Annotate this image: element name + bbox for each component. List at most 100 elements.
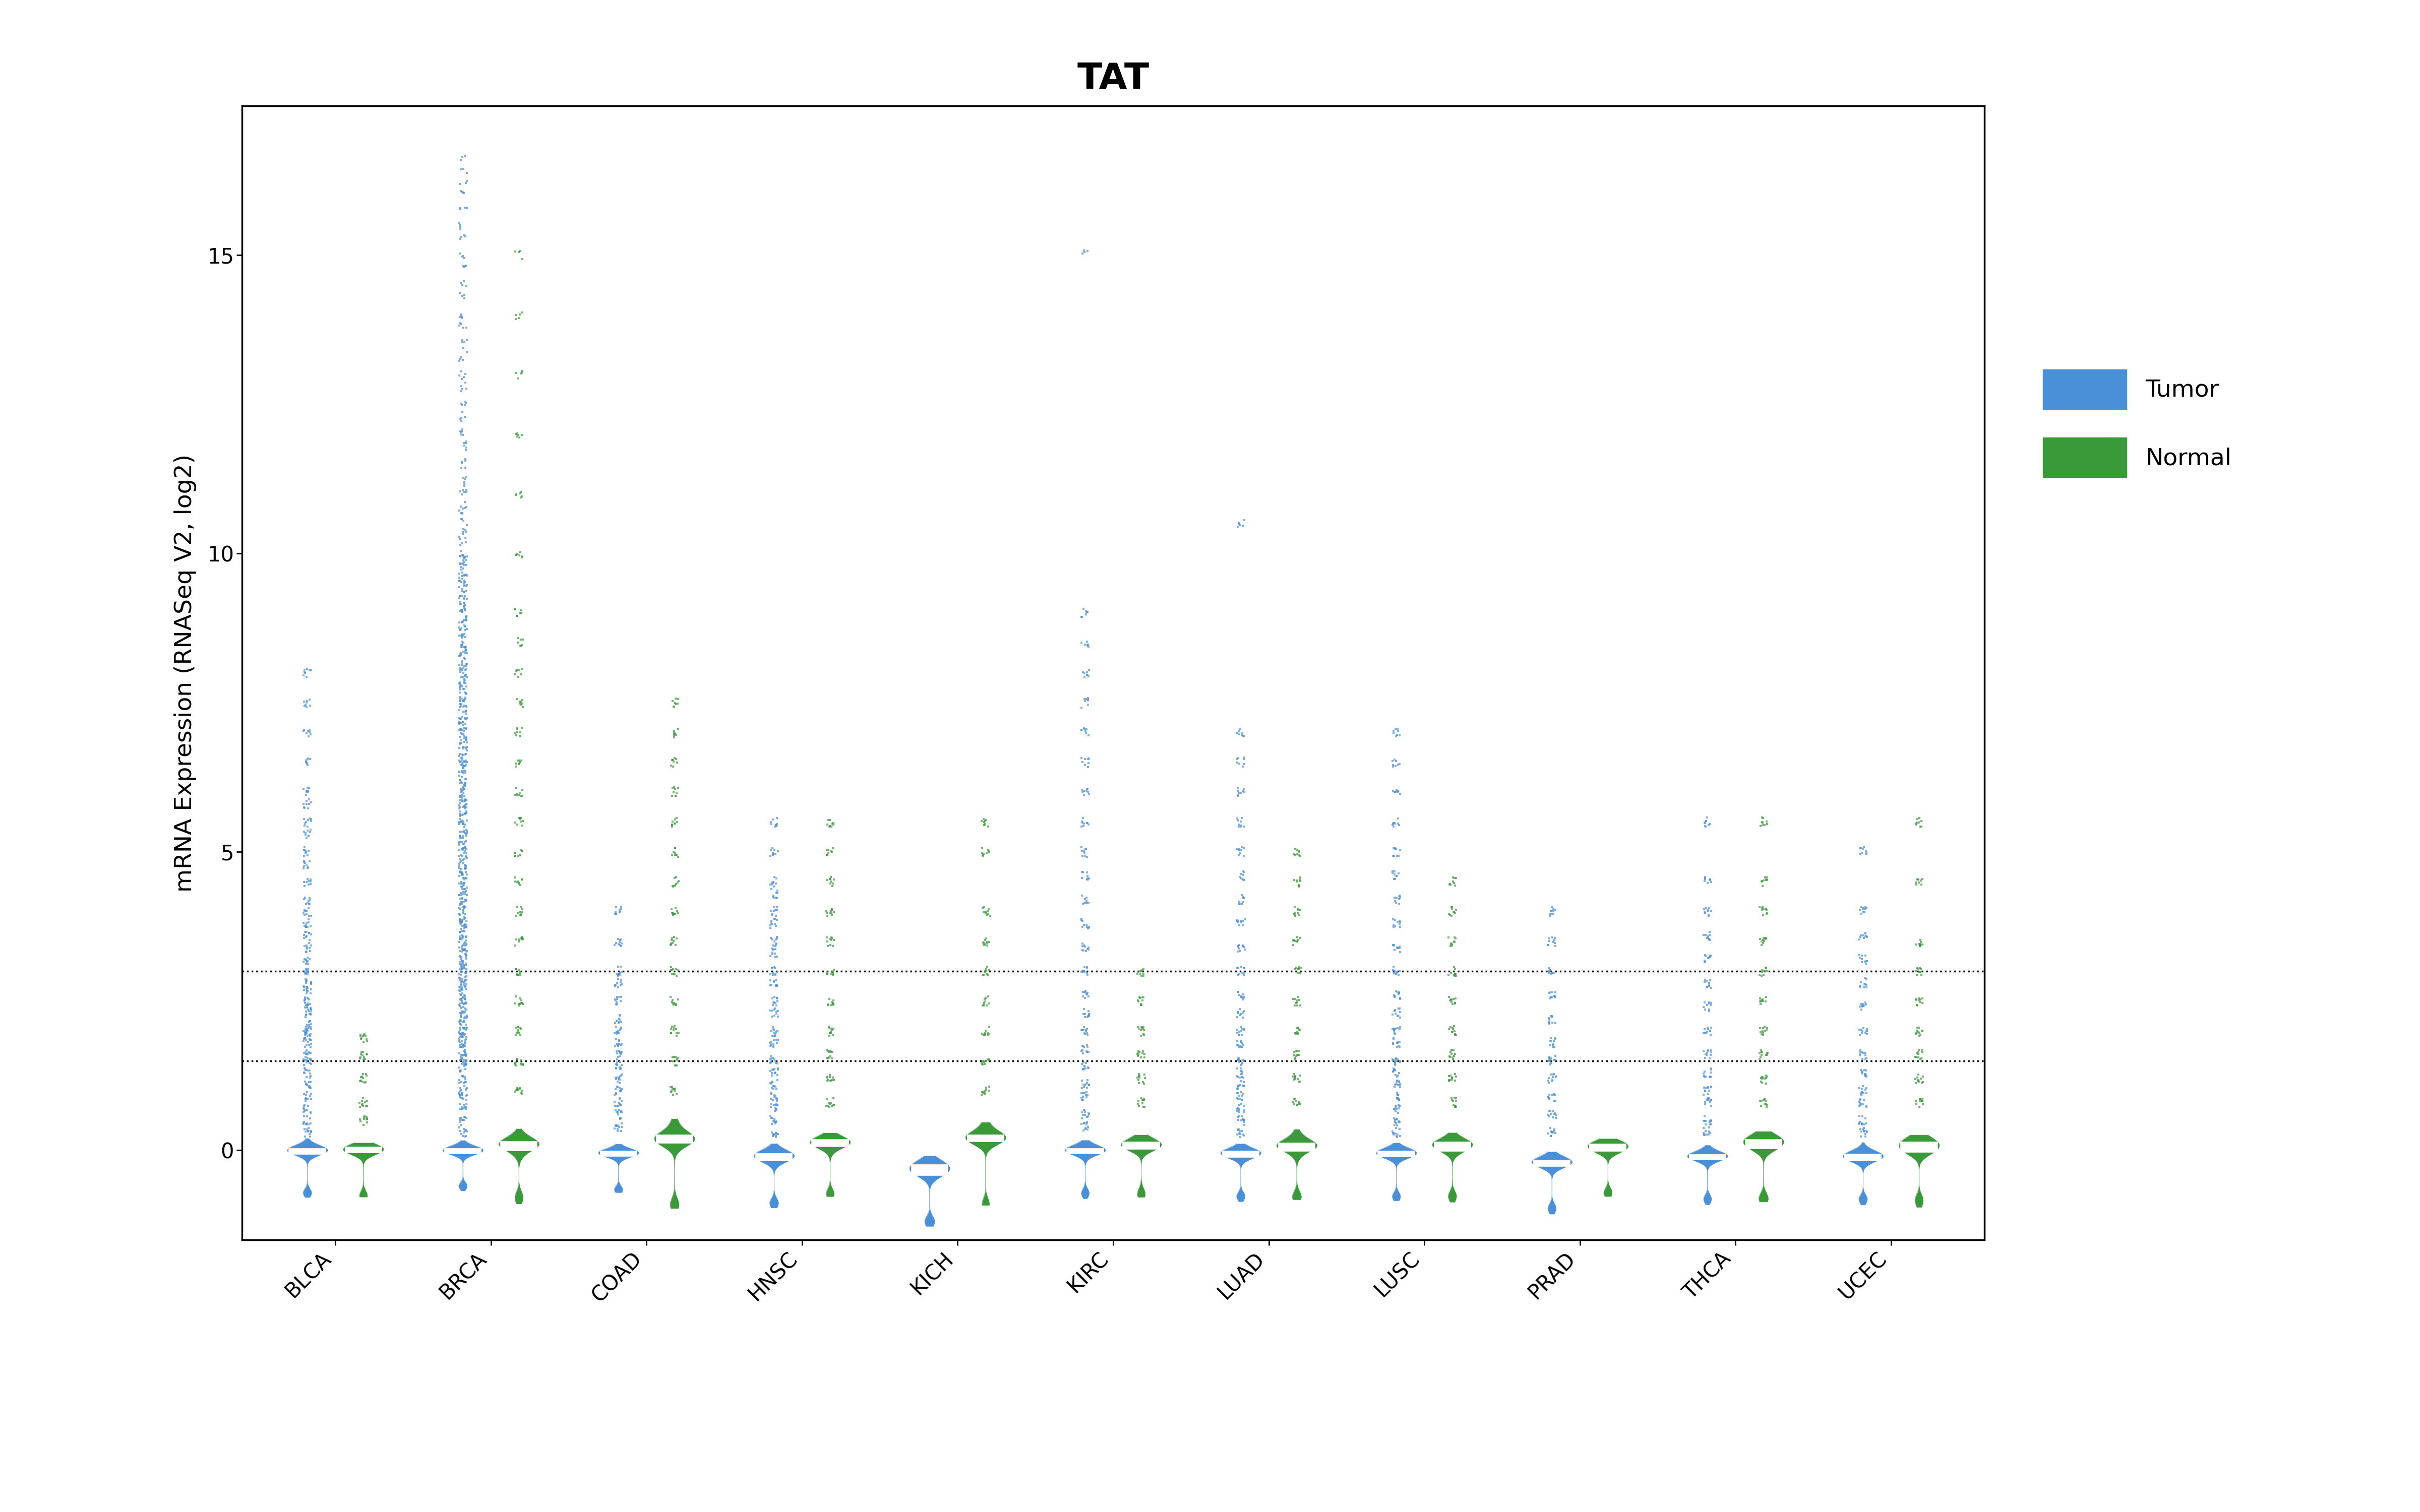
Point — [1534, 928, 1573, 953]
Point — [286, 1021, 324, 1045]
Point — [1275, 987, 1314, 1012]
Point — [440, 856, 479, 880]
Point — [755, 1021, 794, 1045]
Point — [1900, 1087, 1938, 1111]
Point — [443, 812, 482, 836]
Point — [1278, 1021, 1316, 1045]
Point — [445, 759, 484, 783]
Point — [1379, 1089, 1418, 1113]
Point — [1120, 962, 1159, 986]
Point — [499, 783, 537, 807]
Point — [440, 172, 479, 197]
Point — [757, 1049, 796, 1074]
Point — [658, 686, 697, 711]
Point — [445, 608, 484, 632]
Point — [443, 871, 482, 895]
Point — [1433, 1019, 1471, 1043]
Point — [440, 1018, 479, 1042]
Point — [501, 662, 540, 686]
Point — [1280, 1039, 1319, 1063]
Point — [1225, 886, 1263, 910]
Point — [290, 1122, 329, 1146]
Point — [755, 871, 794, 895]
Point — [448, 169, 486, 194]
Point — [600, 962, 639, 986]
Point — [753, 972, 791, 996]
Point — [445, 730, 484, 754]
Point — [653, 874, 692, 898]
Point — [499, 993, 537, 1018]
Point — [286, 886, 324, 910]
Point — [348, 1105, 387, 1129]
Point — [1689, 974, 1728, 998]
Point — [1123, 959, 1162, 983]
Point — [445, 670, 484, 694]
Point — [603, 1077, 641, 1101]
Point — [445, 361, 484, 386]
Point — [286, 850, 324, 874]
Point — [443, 776, 482, 800]
Point — [1692, 1089, 1730, 1113]
Point — [443, 1001, 482, 1025]
Point — [1842, 1077, 1880, 1101]
Point — [440, 1010, 479, 1034]
Point — [1900, 1021, 1938, 1045]
Point — [445, 599, 484, 623]
Point — [603, 1107, 641, 1131]
Point — [283, 1111, 322, 1136]
Point — [1747, 1066, 1786, 1090]
Point — [1375, 1018, 1413, 1042]
Point — [753, 1030, 791, 1054]
Point — [499, 748, 537, 773]
Point — [1377, 1072, 1416, 1096]
Point — [344, 1093, 382, 1117]
Point — [443, 999, 482, 1024]
Point — [600, 930, 639, 954]
Point — [813, 1095, 852, 1119]
Point — [443, 507, 482, 531]
Point — [1435, 927, 1474, 951]
Point — [1067, 937, 1106, 962]
Point — [1745, 1016, 1784, 1040]
Point — [445, 889, 484, 913]
Point — [757, 1120, 796, 1145]
Point — [440, 587, 479, 611]
Point — [503, 634, 542, 658]
Point — [499, 1021, 537, 1045]
Point — [1897, 1092, 1936, 1116]
Point — [1067, 810, 1106, 835]
Point — [445, 591, 484, 615]
Point — [448, 878, 486, 903]
Point — [1379, 1087, 1418, 1111]
Point — [440, 732, 479, 756]
Point — [445, 1120, 484, 1145]
Point — [445, 759, 484, 783]
Point — [440, 953, 479, 977]
Point — [445, 736, 484, 761]
Point — [816, 1093, 854, 1117]
Point — [440, 1048, 479, 1072]
Point — [1900, 1063, 1938, 1087]
Point — [1062, 937, 1101, 962]
Point — [448, 992, 486, 1016]
Point — [440, 764, 479, 788]
Point — [1222, 780, 1261, 804]
Point — [600, 960, 639, 984]
Point — [1687, 897, 1725, 921]
Point — [1684, 1116, 1723, 1140]
Point — [443, 947, 482, 971]
Point — [811, 866, 849, 891]
Point — [1062, 934, 1101, 959]
Point — [1278, 989, 1316, 1013]
Point — [445, 1117, 484, 1142]
Point — [286, 1087, 324, 1111]
Point — [503, 688, 542, 712]
Point — [443, 925, 482, 950]
Point — [755, 990, 794, 1015]
Point — [290, 931, 329, 956]
Point — [288, 995, 327, 1019]
Point — [445, 1030, 484, 1054]
Point — [1125, 1095, 1164, 1119]
Point — [653, 1018, 692, 1042]
Point — [1900, 868, 1938, 892]
